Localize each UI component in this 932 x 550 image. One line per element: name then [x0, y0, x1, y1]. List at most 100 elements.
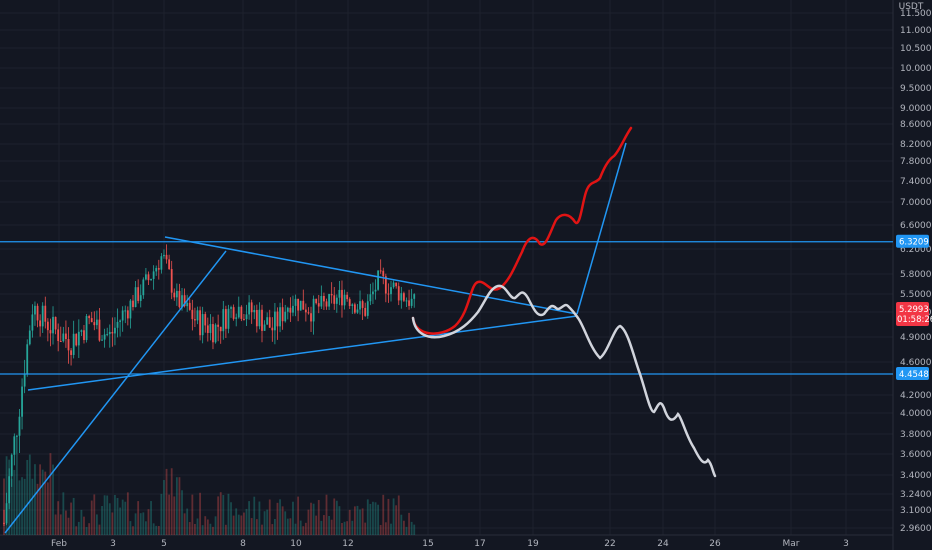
volume-bar: [237, 514, 240, 535]
candle-body: [382, 270, 385, 277]
candle-body: [390, 287, 392, 295]
candle-body: [129, 300, 132, 319]
candle-body: [410, 298, 413, 306]
candle-body: [36, 305, 39, 321]
time-tick-label: 3: [843, 539, 849, 549]
volume-bar: [356, 505, 359, 535]
volume-bar: [302, 526, 305, 535]
volume-bar: [230, 502, 232, 535]
candle-body: [338, 289, 341, 298]
candle-body: [230, 307, 232, 309]
volume-bar: [366, 499, 369, 535]
candle-body: [276, 311, 279, 327]
candle-body: [160, 256, 163, 270]
last-price-badge: [896, 302, 929, 326]
volume-bar: [279, 499, 281, 535]
candle-body: [374, 289, 377, 292]
candle-body: [26, 344, 29, 375]
bullish-projection-path: [411, 126, 633, 335]
volume-bar: [132, 526, 134, 535]
candle-body: [379, 270, 382, 272]
candle-body: [384, 276, 387, 294]
candle-body: [150, 278, 152, 281]
volume-bar: [18, 480, 21, 535]
candle-body: [206, 325, 209, 333]
volume-bar: [235, 508, 238, 535]
volume-bar: [323, 515, 325, 535]
candle-body: [52, 316, 54, 334]
volume-bar: [312, 503, 315, 535]
volume-bar: [364, 522, 367, 535]
volume-bar: [219, 492, 222, 535]
time-axis[interactable]: Feb 3 5 8 10 12 15 17 19 22 24 26 Mar 3: [51, 539, 849, 549]
price-tick-label: 11.5000: [900, 9, 932, 19]
volume-bar: [75, 526, 78, 535]
candle-body: [106, 334, 109, 336]
candle-body: [103, 334, 106, 340]
volume-bar: [310, 502, 312, 535]
volume-bar: [196, 518, 199, 535]
volume-bar: [206, 519, 209, 535]
volume-bar: [41, 469, 44, 535]
candle-body: [165, 254, 168, 260]
resistance-price-badge-text: 6.3209: [899, 238, 929, 248]
candle-body: [178, 290, 181, 308]
upper-triangle-line: [164, 236, 578, 315]
time-tick-label: Feb: [51, 539, 67, 549]
candle-body: [181, 295, 183, 308]
candle-body: [268, 317, 271, 328]
volume-bar: [3, 478, 5, 535]
time-tick-label: 15: [422, 539, 433, 549]
price-tick-label: 8.6000: [900, 120, 932, 130]
candle-body: [39, 320, 42, 327]
volume-bar: [165, 468, 168, 535]
volume-bar: [183, 513, 186, 535]
volume-bar: [317, 500, 320, 535]
candle-body: [237, 306, 240, 318]
candle-body: [346, 294, 349, 300]
candle-body: [372, 291, 374, 295]
volume-bar: [338, 506, 341, 535]
candle-body: [330, 293, 333, 296]
price-tick-label: 2.9600: [900, 524, 932, 534]
candle-body: [214, 324, 217, 343]
volume-bar: [157, 525, 160, 535]
volume-bar: [369, 503, 372, 535]
candle-body: [116, 321, 119, 328]
candle-body: [46, 321, 49, 331]
candle-body: [227, 308, 230, 329]
candle-body: [392, 282, 395, 288]
volume-bar: [108, 503, 111, 535]
volume-bar: [160, 493, 163, 535]
candle-body: [304, 309, 307, 313]
volume-bar: [333, 498, 336, 535]
candle-body: [80, 330, 83, 332]
time-tick-label: Mar: [783, 539, 800, 549]
volume-bar: [116, 497, 119, 535]
price-tick-label: 10.0000: [900, 64, 932, 74]
volume-bar: [59, 514, 62, 535]
candle-body: [351, 304, 354, 306]
candle-body: [284, 311, 287, 322]
volume-bar: [348, 509, 351, 535]
volume-bar: [271, 524, 274, 535]
resistance-price-badge: [896, 234, 929, 248]
volume-bar: [13, 469, 16, 535]
candle-body: [209, 324, 212, 333]
candle-body: [315, 298, 318, 304]
volume-bar: [134, 513, 137, 535]
candle-body: [369, 294, 372, 302]
volume-bar: [307, 509, 310, 535]
volume-bar: [289, 518, 292, 535]
candle-body: [364, 307, 367, 316]
time-tick-label: 12: [342, 539, 353, 549]
volume-bar: [403, 520, 405, 535]
candle-body: [204, 314, 207, 326]
volume-bar: [26, 459, 29, 535]
volume-bar: [10, 478, 13, 535]
projection-paths: [411, 126, 717, 478]
candle-body: [395, 282, 398, 287]
